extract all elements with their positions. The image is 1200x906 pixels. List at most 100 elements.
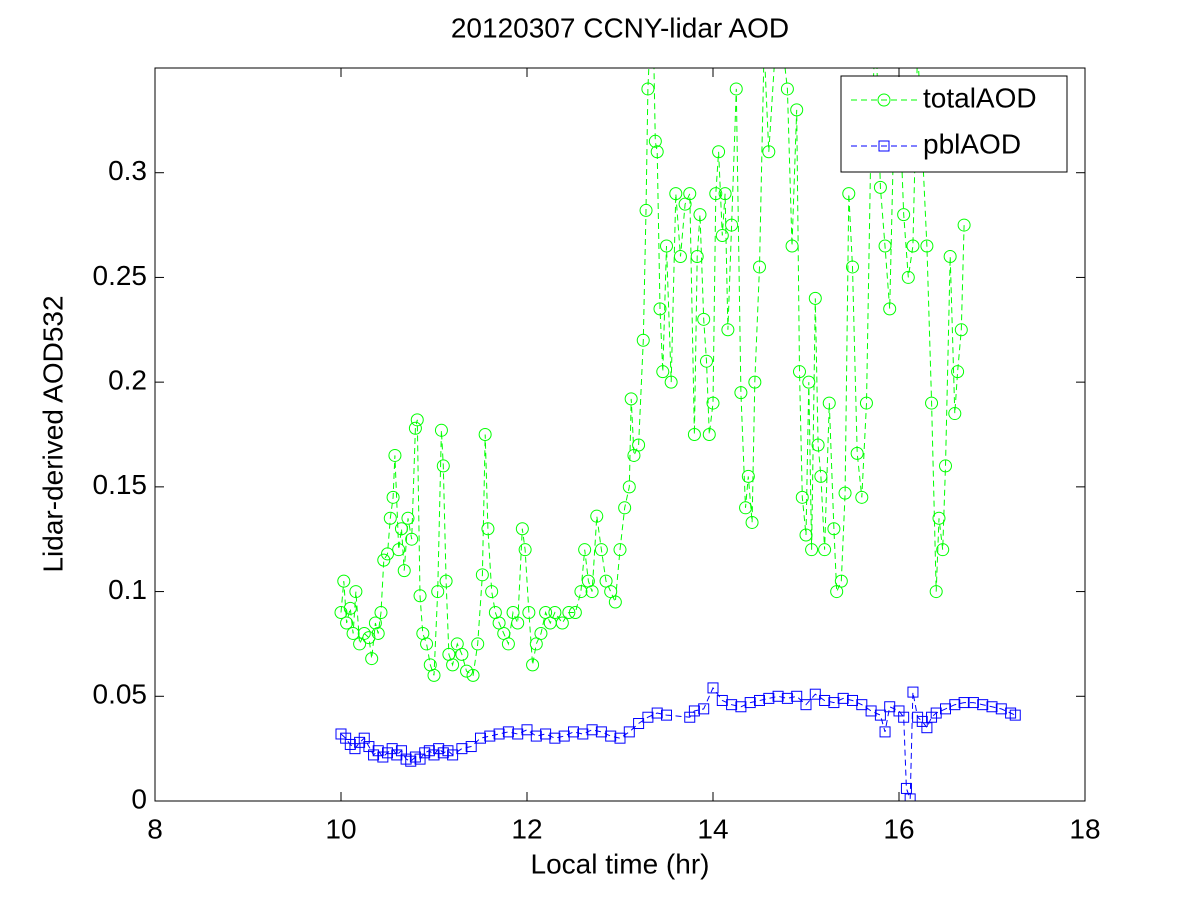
marker bbox=[549, 732, 561, 744]
marker bbox=[879, 726, 891, 738]
marker bbox=[586, 724, 598, 736]
marker bbox=[725, 218, 739, 232]
marker bbox=[518, 543, 532, 557]
marker bbox=[718, 187, 732, 201]
x-tick-label: 12 bbox=[511, 813, 542, 844]
marker bbox=[856, 699, 868, 711]
y-tick-label: 0 bbox=[131, 783, 147, 814]
marker bbox=[811, 438, 825, 452]
marker bbox=[897, 208, 911, 222]
marker bbox=[481, 522, 495, 536]
marker bbox=[808, 291, 822, 305]
marker bbox=[558, 730, 570, 742]
marker bbox=[716, 694, 728, 706]
marker bbox=[735, 701, 747, 713]
marker bbox=[739, 501, 753, 515]
marker bbox=[873, 180, 887, 194]
marker bbox=[521, 724, 533, 736]
marker bbox=[460, 664, 474, 678]
marker bbox=[930, 707, 942, 719]
marker bbox=[475, 732, 486, 744]
marker bbox=[349, 585, 363, 599]
marker bbox=[371, 626, 385, 640]
marker bbox=[687, 428, 701, 441]
marker bbox=[877, 93, 891, 107]
marker bbox=[661, 709, 672, 721]
marker bbox=[632, 438, 646, 452]
marker bbox=[690, 249, 704, 263]
marker bbox=[633, 718, 645, 730]
x-axis-label: Local time (hr) bbox=[531, 848, 710, 879]
marker bbox=[337, 574, 351, 588]
marker bbox=[929, 585, 943, 599]
marker bbox=[697, 312, 711, 326]
marker bbox=[884, 701, 896, 713]
marker bbox=[578, 543, 592, 557]
marker bbox=[802, 375, 816, 389]
marker bbox=[394, 522, 408, 536]
marker bbox=[957, 218, 971, 232]
marker bbox=[744, 697, 756, 709]
plot-area bbox=[334, 68, 1021, 801]
marker bbox=[904, 793, 916, 801]
marker bbox=[805, 543, 819, 557]
marker bbox=[548, 606, 562, 620]
marker bbox=[522, 606, 536, 620]
marker bbox=[439, 574, 453, 588]
marker bbox=[648, 134, 662, 148]
marker bbox=[405, 532, 419, 546]
marker bbox=[455, 647, 469, 661]
marker bbox=[446, 658, 460, 672]
marker bbox=[898, 711, 910, 723]
marker bbox=[780, 82, 794, 96]
y-tick-label: 0.3 bbox=[108, 155, 147, 186]
marker bbox=[865, 705, 877, 717]
marker bbox=[365, 652, 379, 666]
marker bbox=[790, 103, 804, 117]
marker bbox=[594, 543, 608, 557]
marker bbox=[855, 490, 869, 504]
marker bbox=[608, 595, 622, 609]
marker bbox=[878, 140, 890, 152]
marker bbox=[859, 396, 873, 410]
marker bbox=[819, 694, 831, 706]
marker bbox=[763, 692, 775, 704]
marker bbox=[357, 626, 371, 640]
marker bbox=[641, 82, 655, 96]
marker bbox=[977, 699, 989, 711]
marker bbox=[651, 707, 663, 719]
marker bbox=[383, 511, 397, 525]
marker bbox=[410, 413, 424, 427]
marker bbox=[943, 249, 957, 263]
marker bbox=[431, 585, 445, 599]
marker bbox=[397, 564, 411, 578]
marker bbox=[377, 553, 391, 567]
marker bbox=[939, 459, 952, 473]
marker bbox=[392, 543, 406, 557]
marker bbox=[907, 686, 919, 698]
marker bbox=[932, 511, 946, 525]
marker bbox=[340, 616, 354, 630]
marker bbox=[639, 203, 653, 217]
marker bbox=[809, 688, 821, 700]
marker bbox=[613, 543, 627, 557]
marker bbox=[842, 187, 856, 201]
legend-label: pblAOD bbox=[923, 128, 1021, 159]
marker bbox=[799, 528, 813, 542]
marker bbox=[374, 606, 388, 620]
marker bbox=[568, 606, 582, 620]
marker bbox=[834, 574, 848, 588]
marker bbox=[878, 239, 892, 253]
marker bbox=[568, 726, 579, 738]
legend-label: totalAOD bbox=[923, 82, 1037, 113]
marker bbox=[650, 145, 664, 159]
marker bbox=[795, 490, 809, 504]
marker bbox=[901, 270, 915, 284]
marker bbox=[413, 589, 427, 603]
x-tick-label: 16 bbox=[883, 813, 914, 844]
marker bbox=[595, 726, 607, 738]
marker bbox=[526, 658, 540, 672]
legend-box bbox=[840, 75, 1068, 173]
marker bbox=[920, 239, 934, 253]
